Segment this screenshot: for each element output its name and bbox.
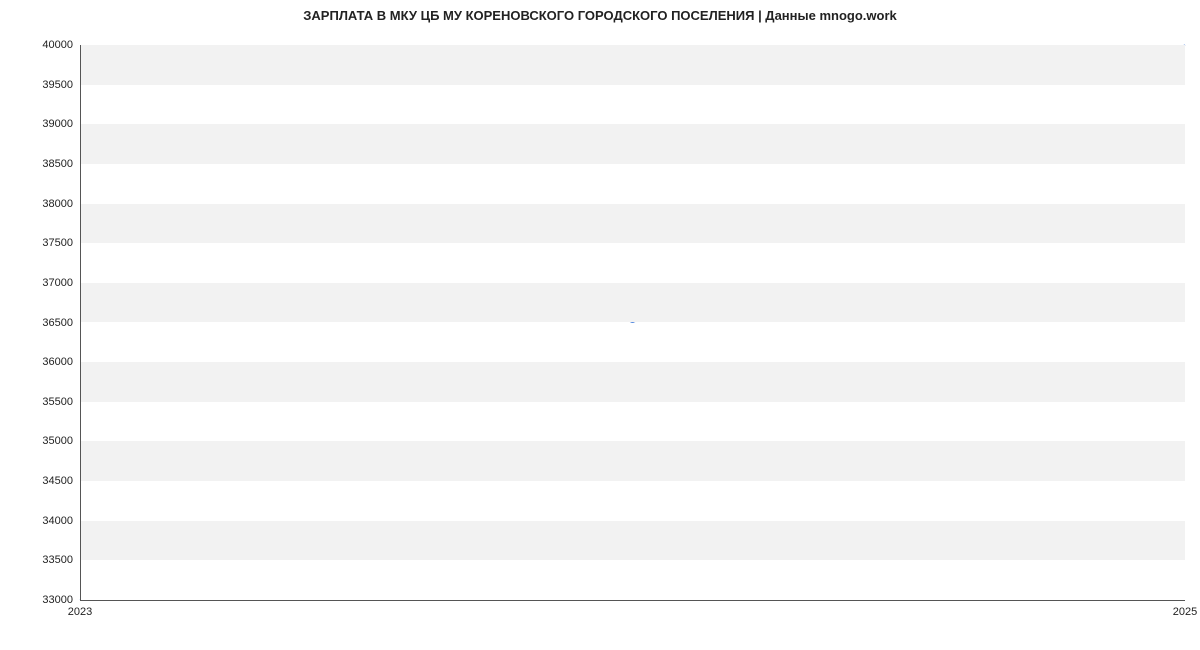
y-tick-label: 39500 [25, 79, 73, 91]
y-axis [80, 45, 81, 600]
grid-band [80, 45, 1185, 85]
grid-band [80, 164, 1185, 204]
y-tick-label: 37000 [25, 277, 73, 289]
y-tick-label: 36000 [25, 356, 73, 368]
y-tick-label: 37500 [25, 237, 73, 249]
y-tick-label: 38500 [25, 158, 73, 170]
grid-band [80, 560, 1185, 600]
grid-band [80, 481, 1185, 521]
y-tick-label: 39000 [25, 118, 73, 130]
y-tick-label: 34500 [25, 475, 73, 487]
grid-band [80, 204, 1185, 244]
y-tick-label: 33000 [25, 594, 73, 606]
y-tick-label: 38000 [25, 198, 73, 210]
grid-band [80, 323, 1185, 363]
grid-band [80, 362, 1185, 402]
grid-band [80, 243, 1185, 283]
line-chart: ЗАРПЛАТА В МКУ ЦБ МУ КОРЕНОВСКОГО ГОРОДС… [0, 0, 1200, 650]
y-tick-label: 40000 [25, 39, 73, 51]
chart-title: ЗАРПЛАТА В МКУ ЦБ МУ КОРЕНОВСКОГО ГОРОДС… [0, 8, 1200, 23]
y-tick-label: 36500 [25, 317, 73, 329]
x-tick-label: 2023 [68, 606, 92, 618]
grid-band [80, 85, 1185, 125]
x-axis [80, 600, 1185, 601]
y-tick-label: 35500 [25, 396, 73, 408]
grid-band [80, 521, 1185, 561]
grid-band [80, 283, 1185, 323]
grid-band [80, 441, 1185, 481]
grid-band [80, 124, 1185, 164]
grid-band [80, 402, 1185, 442]
x-tick-label: 2025 [1173, 606, 1197, 618]
y-tick-label: 35000 [25, 435, 73, 447]
y-tick-label: 33500 [25, 554, 73, 566]
plot-area [80, 45, 1185, 600]
y-tick-label: 34000 [25, 515, 73, 527]
